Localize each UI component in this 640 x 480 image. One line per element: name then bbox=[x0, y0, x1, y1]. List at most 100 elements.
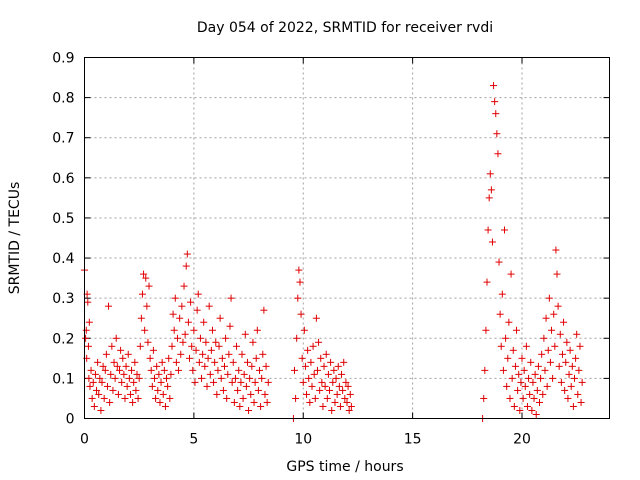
data-point bbox=[486, 170, 494, 178]
data-point bbox=[578, 378, 586, 386]
data-point bbox=[572, 354, 580, 362]
x-tick-label: 15 bbox=[404, 432, 422, 448]
data-point bbox=[160, 366, 168, 374]
data-point bbox=[235, 366, 243, 374]
data-point bbox=[292, 394, 300, 402]
data-point bbox=[521, 382, 529, 390]
data-point bbox=[550, 310, 558, 318]
data-point bbox=[164, 382, 172, 390]
data-point bbox=[343, 398, 351, 406]
data-point bbox=[481, 366, 489, 374]
x-tick-label: 0 bbox=[80, 432, 89, 448]
data-point bbox=[568, 362, 576, 370]
data-point bbox=[113, 362, 121, 370]
data-point bbox=[82, 334, 90, 342]
data-point bbox=[134, 394, 142, 402]
data-point bbox=[121, 394, 129, 402]
y-tick-label: 0 bbox=[66, 412, 75, 428]
data-point bbox=[336, 402, 344, 410]
data-point bbox=[293, 334, 301, 342]
data-point bbox=[507, 270, 515, 278]
data-point bbox=[318, 378, 326, 386]
data-point bbox=[516, 406, 524, 414]
data-point bbox=[307, 358, 315, 366]
plot-frame bbox=[84, 57, 610, 419]
data-point bbox=[114, 390, 122, 398]
data-point bbox=[231, 374, 239, 382]
data-point bbox=[263, 398, 271, 406]
x-axis-label: GPS time / hours bbox=[286, 459, 403, 475]
data-point bbox=[560, 318, 568, 326]
data-point bbox=[87, 366, 95, 374]
data-point bbox=[488, 238, 496, 246]
y-tick-label: 0.2 bbox=[52, 331, 74, 347]
data-point bbox=[90, 402, 98, 410]
data-point bbox=[304, 346, 312, 354]
data-point bbox=[495, 258, 503, 266]
data-point bbox=[341, 394, 349, 402]
data-points bbox=[81, 82, 586, 422]
data-point bbox=[320, 362, 328, 370]
data-point bbox=[251, 378, 259, 386]
data-point bbox=[530, 394, 538, 402]
x-tick-label: 10 bbox=[294, 432, 312, 448]
data-point bbox=[511, 362, 519, 370]
data-point bbox=[493, 130, 501, 138]
y-tick-label: 0.4 bbox=[52, 251, 74, 267]
data-point bbox=[187, 298, 195, 306]
data-point bbox=[301, 362, 309, 370]
data-point bbox=[339, 386, 347, 394]
data-point bbox=[485, 194, 493, 202]
data-point bbox=[323, 394, 331, 402]
data-point bbox=[317, 354, 325, 362]
data-point bbox=[553, 270, 561, 278]
data-point bbox=[534, 362, 542, 370]
data-point bbox=[167, 370, 175, 378]
data-point bbox=[556, 330, 564, 338]
data-point bbox=[157, 378, 165, 386]
data-point bbox=[202, 338, 210, 346]
data-point bbox=[109, 386, 117, 394]
y-tick-label: 0.7 bbox=[52, 131, 74, 147]
data-point bbox=[148, 382, 156, 390]
data-point bbox=[505, 318, 513, 326]
data-point bbox=[335, 382, 343, 390]
data-point bbox=[484, 226, 492, 234]
data-point bbox=[138, 290, 146, 298]
data-point bbox=[523, 402, 531, 410]
data-point bbox=[315, 338, 323, 346]
data-point bbox=[564, 394, 572, 402]
data-point bbox=[254, 386, 262, 394]
data-point bbox=[240, 370, 248, 378]
data-point bbox=[132, 386, 140, 394]
data-point bbox=[558, 350, 566, 358]
data-point bbox=[177, 350, 185, 358]
data-point bbox=[182, 262, 190, 270]
data-point bbox=[226, 322, 234, 330]
data-point bbox=[313, 366, 321, 374]
data-point bbox=[217, 374, 225, 382]
data-point bbox=[237, 378, 245, 386]
data-point bbox=[249, 338, 257, 346]
data-point bbox=[561, 386, 569, 394]
data-point bbox=[218, 354, 226, 362]
data-point bbox=[536, 398, 543, 406]
data-point bbox=[179, 338, 187, 346]
data-point bbox=[331, 398, 339, 406]
data-point bbox=[204, 354, 212, 362]
data-point bbox=[333, 390, 341, 398]
data-point bbox=[259, 350, 267, 358]
data-point bbox=[229, 358, 237, 366]
data-point bbox=[206, 370, 214, 378]
data-point bbox=[118, 378, 126, 386]
data-point bbox=[514, 386, 522, 394]
data-point bbox=[215, 342, 223, 350]
data-point bbox=[546, 358, 554, 366]
data-point bbox=[190, 326, 198, 334]
data-point bbox=[344, 382, 352, 390]
data-point bbox=[116, 366, 123, 374]
data-point bbox=[305, 374, 313, 382]
data-point bbox=[506, 394, 514, 402]
data-point bbox=[548, 326, 556, 334]
data-point bbox=[256, 366, 263, 374]
